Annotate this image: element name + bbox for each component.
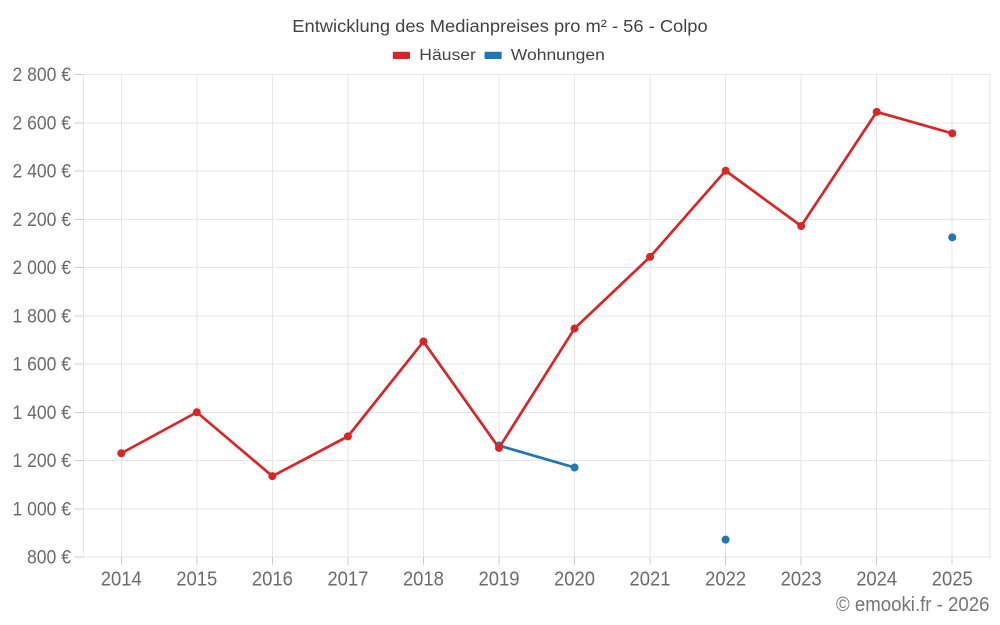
svg-text:2014: 2014 [101,569,142,591]
svg-text:2017: 2017 [327,569,368,591]
svg-text:© emooki.fr - 2026: © emooki.fr - 2026 [836,594,990,616]
svg-text:2 200 €: 2 200 € [13,210,72,231]
svg-text:2018: 2018 [403,569,444,591]
svg-text:2021: 2021 [630,569,671,591]
svg-text:2016: 2016 [252,569,293,591]
svg-text:1 200 €: 1 200 € [13,451,72,472]
svg-text:800 €: 800 € [27,548,71,569]
svg-text:2 000 €: 2 000 € [13,258,72,279]
svg-text:2023: 2023 [781,569,822,591]
svg-text:Wohnungen: Wohnungen [511,47,605,64]
svg-text:2025: 2025 [932,569,973,591]
svg-text:2 600 €: 2 600 € [13,113,72,134]
svg-text:1 800 €: 1 800 € [13,306,72,327]
svg-text:1 000 €: 1 000 € [13,499,72,520]
svg-text:2022: 2022 [705,569,746,591]
svg-text:1 600 €: 1 600 € [13,355,72,376]
svg-text:2020: 2020 [554,569,595,591]
svg-text:2 400 €: 2 400 € [13,162,72,183]
svg-text:Häuser: Häuser [419,47,476,64]
svg-text:2024: 2024 [856,569,897,591]
svg-text:2015: 2015 [176,569,217,591]
svg-text:1 400 €: 1 400 € [13,403,72,424]
svg-text:2019: 2019 [478,569,519,591]
svg-text:2 800 €: 2 800 € [13,65,72,86]
svg-text:Entwicklung des Medianpreises: Entwicklung des Medianpreises pro m² - 5… [292,16,707,36]
